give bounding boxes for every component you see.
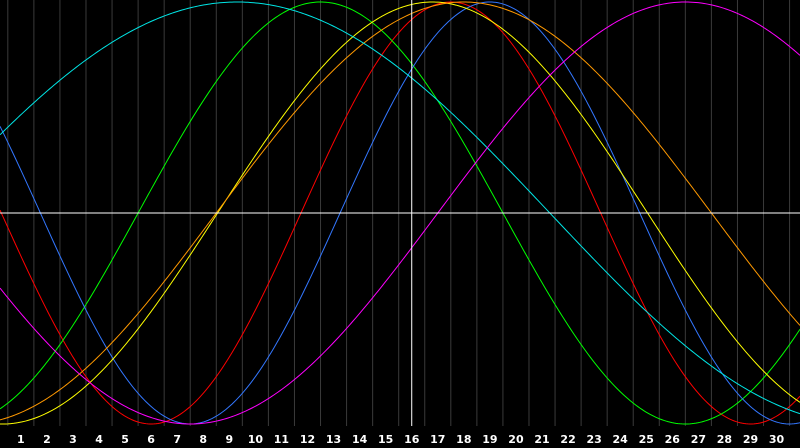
series-line-3 — [0, 1, 800, 425]
series-line-2 — [0, 1, 800, 425]
x-tick-label: 14 — [352, 433, 368, 446]
series-line-4 — [0, 1, 800, 425]
x-tick-label: 1 — [17, 433, 25, 446]
series-line-7 — [0, 1, 800, 425]
x-tick-label: 23 — [586, 433, 601, 446]
x-tick-label: 10 — [248, 433, 264, 446]
x-tick-label: 19 — [482, 433, 497, 446]
x-tick-label: 4 — [95, 433, 103, 446]
x-tick-label: 16 — [404, 433, 420, 446]
series-line-1 — [0, 1, 800, 425]
series-line-6 — [0, 1, 800, 415]
series-curves — [0, 1, 800, 425]
x-tick-label: 25 — [639, 433, 654, 446]
x-tick-label: 8 — [199, 433, 207, 446]
x-tick-label: 24 — [613, 433, 629, 446]
x-tick-label: 29 — [743, 433, 758, 446]
reference-lines — [0, 0, 800, 426]
x-tick-label: 12 — [300, 433, 315, 446]
x-tick-label: 7 — [173, 433, 181, 446]
x-tick-label: 27 — [691, 433, 706, 446]
x-tick-label: 17 — [430, 433, 445, 446]
x-tick-label: 5 — [121, 433, 129, 446]
x-tick-label: 21 — [534, 433, 549, 446]
x-tick-label: 30 — [769, 433, 785, 446]
series-line-5 — [0, 1, 800, 421]
x-tick-label: 26 — [665, 433, 681, 446]
x-tick-label: 3 — [69, 433, 77, 446]
x-tick-label: 2 — [43, 433, 51, 446]
x-axis-ticks: 1 2 3 4 5 6 7 8 9 10 11 12 13 14 15 16 17 18 19 20 21 22 23 24 2… — [17, 433, 785, 446]
x-tick-label: 20 — [508, 433, 524, 446]
x-tick-label: 9 — [225, 433, 233, 446]
x-tick-label: 13 — [326, 433, 341, 446]
x-tick-label: 22 — [560, 433, 575, 446]
x-tick-label: 6 — [147, 433, 155, 446]
x-tick-label: 11 — [274, 433, 289, 446]
x-tick-label: 15 — [378, 433, 393, 446]
x-tick-label: 28 — [717, 433, 732, 446]
x-tick-label: 18 — [456, 433, 471, 446]
